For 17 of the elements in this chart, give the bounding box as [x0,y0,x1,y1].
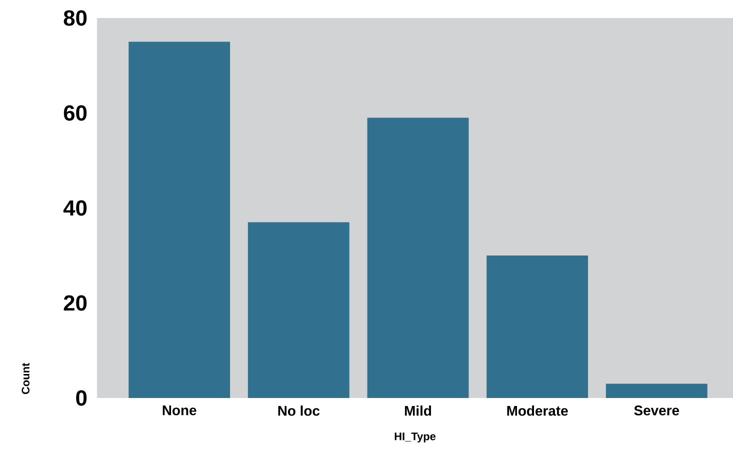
x-tick-label: Mild [404,406,432,416]
x-tick-label: Severe [634,406,680,416]
x-tick-label: No loc [278,406,320,416]
y-tick-label: 80 [64,10,87,26]
y-tick-label: 20 [64,295,87,311]
bar [248,222,350,398]
y-tick-label: 60 [64,105,87,121]
bar [128,42,230,398]
x-axis-title: HI_Type [394,432,436,442]
bar [606,384,708,398]
bar [486,256,588,398]
y-axis-title: Count [22,362,30,394]
x-tick-label: Moderate [507,406,568,416]
x-tick-label: None [162,406,196,416]
y-tick-label: 40 [63,200,87,216]
y-tick-label: 0 [76,390,87,406]
bar [367,118,469,398]
